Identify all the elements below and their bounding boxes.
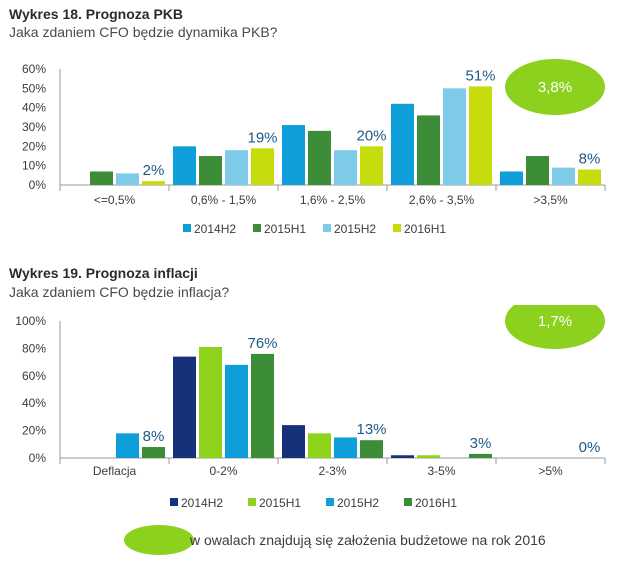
data-label: 2% [143,162,165,179]
bar-2016H1-2 [360,146,383,185]
y-tick-label: 0% [29,451,47,465]
bar-2014H2-2 [282,125,305,185]
x-tick-label: Deflacja [93,464,137,478]
legend-swatch-2016H1 [393,224,401,232]
bar-2016H1-3 [469,453,492,458]
bar-2014H2-3 [391,455,414,458]
bar-2015H2-1 [225,150,248,185]
bar-2016H1-4 [578,169,601,185]
x-tick-label: 2,6% - 3,5% [409,193,475,207]
bar-2015H1-4 [526,156,549,185]
y-tick-label: 60% [22,62,46,76]
legend-swatch-2015H1 [253,224,261,232]
bar-2015H2-4 [552,167,575,185]
chart2-subtitle: Jaka zdaniem CFO będzie inflacja? [9,284,230,300]
legend-label-2014H2: 2014H2 [181,496,223,510]
legend-label-2015H2: 2015H2 [334,222,376,236]
chart1-subtitle: Jaka zdaniem CFO będzie dynamika PKB? [9,24,278,40]
data-label: 76% [247,335,277,352]
y-tick-label: 30% [22,120,46,134]
budget-oval-icon [124,525,194,555]
bar-2015H2-0 [116,173,139,185]
bar-2015H1-2 [308,130,331,185]
legend-swatch-2014H2 [183,224,191,232]
bar-2016H1-0 [142,447,165,458]
budget-oval [505,305,605,349]
footnote-text: w owalach znajdują się założenia budżeto… [190,532,546,548]
bar-2015H1-2 [308,433,331,458]
bar-2015H2-3 [443,88,466,185]
legend-swatch-2015H1 [248,498,256,506]
legend-swatch-2015H2 [326,498,334,506]
data-label: 13% [356,421,386,438]
bar-2015H2-2 [334,437,357,458]
y-tick-label: 10% [22,159,46,173]
bar-2015H1-3 [417,115,440,185]
bar-2014H2-2 [282,425,305,458]
legend-label-2014H2: 2014H2 [194,222,236,236]
bar-2016H1-2 [360,440,383,458]
budget-assumption-note: w owalach znajdują się założenia budżeto… [124,525,614,555]
legend-swatch-2015H2 [323,224,331,232]
budget-oval [505,59,605,115]
bar-2015H1-0 [90,171,113,185]
legend-label-2016H1: 2016H1 [415,496,457,510]
x-tick-label: 2-3% [318,464,346,478]
y-tick-label: 20% [22,424,46,438]
x-tick-label: <=0,5% [94,193,136,207]
legend-label-2015H2: 2015H2 [337,496,379,510]
bar-2016H1-0 [142,181,165,185]
y-tick-label: 50% [22,81,46,95]
x-tick-label: >5% [538,464,563,478]
data-label: 8% [579,151,601,168]
bar-2014H2-4 [500,171,523,185]
chart2-title: Wykres 19. Prognoza inflacji [9,265,198,281]
x-tick-label: 3-5% [427,464,455,478]
y-tick-label: 0% [29,178,47,192]
bar-2015H2-2 [334,150,357,185]
x-tick-label: 1,6% - 2,5% [300,193,366,207]
x-tick-label: 0,6% - 1,5% [191,193,257,207]
data-label: 8% [143,428,165,445]
legend-swatch-2014H2 [170,498,178,506]
bar-2015H2-1 [225,364,248,458]
budget-oval-label: 3,8% [538,79,572,96]
y-tick-label: 40% [22,101,46,115]
data-label: 0% [579,439,601,456]
x-tick-label: 0-2% [209,464,237,478]
data-label: 51% [465,67,495,84]
y-tick-label: 100% [15,314,46,328]
data-label: 3% [470,435,492,452]
bar-2014H2-1 [173,146,196,185]
bar-2015H2-0 [116,433,139,458]
bar-2015H1-1 [199,347,222,458]
bar-2016H1-1 [251,353,274,458]
y-tick-label: 40% [22,396,46,410]
bar-2015H1-3 [417,455,440,458]
gdp-forecast-chart: 0% 10% 20% 30% 40% 50% 60% 2% <=0,5% 19% 0,6% - 1,… [22,59,606,236]
bar-2016H1-3 [469,86,492,185]
y-tick-label: 60% [22,369,46,383]
bar-2016H1-1 [251,148,274,185]
legend-label-2016H1: 2016H1 [404,222,446,236]
bar-2014H2-1 [173,356,196,458]
legend-label-2015H1: 2015H1 [264,222,306,236]
y-tick-label: 20% [22,139,46,153]
chart1-title: Wykres 18. Prognoza PKB [9,6,184,22]
x-tick-label: >3,5% [533,193,568,207]
legend-label-2015H1: 2015H1 [259,496,301,510]
legend-swatch-2016H1 [404,498,412,506]
inflation-forecast-chart: 0% 20% 40% 60% 80% 100% 8% Deflacja 76% 0-2% 13% 2-… [15,305,606,510]
bar-2014H2-3 [391,103,414,185]
data-label: 20% [356,127,386,144]
y-tick-label: 80% [22,341,46,355]
budget-oval-label: 1,7% [538,313,572,330]
data-label: 19% [247,129,277,146]
bar-2015H1-1 [199,156,222,185]
